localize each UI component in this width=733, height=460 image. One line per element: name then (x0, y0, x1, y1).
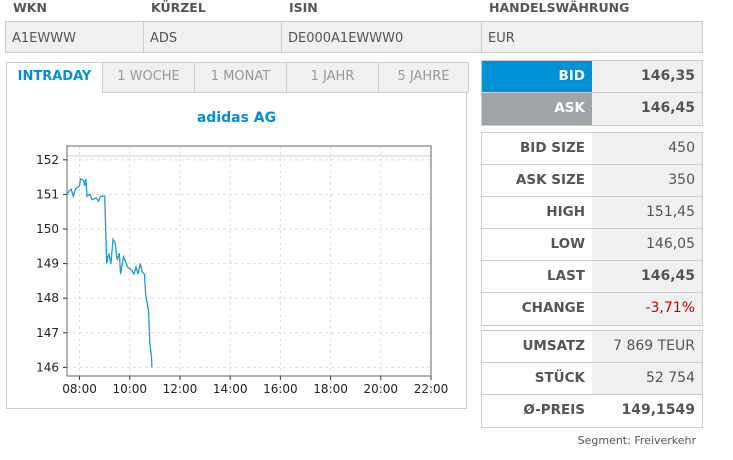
isin-value: DE000A1EWWW0 (282, 22, 482, 52)
y-tick-label: 147 (36, 326, 59, 340)
stat-row: CHANGE -3,71% (482, 293, 702, 325)
stat-row: LOW 146,05 (482, 229, 702, 261)
volume-row: UMSATZ 7 869 TEUR (482, 331, 702, 363)
stat-value: 146,45 (592, 261, 702, 292)
header-kuerzel: KÜRZEL (151, 0, 206, 15)
x-tick-label: 10:00 (112, 382, 147, 396)
segment-note: Segment: Freiverkehr (577, 434, 696, 447)
wkn-value: A1EWWW (6, 22, 144, 52)
stat-row: LAST 146,45 (482, 261, 702, 293)
quote-table: BID 146,35 ASK 146,45 (481, 60, 703, 126)
tab-1-woche[interactable]: 1 WOCHE (103, 62, 195, 93)
volume-label: STÜCK (482, 363, 592, 394)
ask-row: ASK 146,45 (482, 93, 702, 125)
stat-label: CHANGE (482, 293, 592, 325)
volume-row: Ø-PREIS 149,1549 (482, 395, 702, 427)
y-tick-label: 148 (36, 291, 59, 305)
tab-5-jahre[interactable]: 5 JAHRE (379, 62, 469, 93)
plot-frame (66, 145, 432, 377)
bid-label: BID (482, 61, 592, 92)
ask-value: 146,45 (592, 93, 702, 125)
kuerzel-value: ADS (144, 22, 282, 52)
ask-label: ASK (482, 93, 592, 125)
x-tick-label: 22:00 (414, 382, 449, 396)
price-line (66, 177, 153, 368)
currency-value: EUR (488, 31, 515, 46)
stat-value: 350 (592, 165, 702, 196)
x-tick-label: 12:00 (163, 382, 198, 396)
stat-value: 450 (592, 133, 702, 164)
header-isin: ISIN (289, 0, 318, 15)
stat-value: 151,45 (592, 197, 702, 228)
stat-label: LOW (482, 229, 592, 260)
chart-title: adidas AG (196, 110, 277, 126)
y-tick-label: 151 (36, 187, 59, 201)
volume-row: STÜCK 52 754 (482, 363, 702, 395)
y-tick-label: 152 (36, 153, 59, 167)
stat-row: HIGH 151,45 (482, 197, 702, 229)
x-tick-label: 08:00 (62, 382, 97, 396)
stat-label: HIGH (482, 197, 592, 228)
chart-panel: adidas AG (6, 92, 467, 409)
chart-tabs: INTRADAY 1 WOCHE 1 MONAT 1 JAHR 5 JAHRE (6, 62, 469, 93)
stats-table: BID SIZE 450 ASK SIZE 350 HIGH 151,45 LOW 14… (481, 132, 703, 326)
tab-intraday[interactable]: INTRADAY (6, 62, 103, 93)
tab-1-monat[interactable]: 1 MONAT (195, 62, 287, 93)
bid-row: BID 146,35 (482, 61, 702, 93)
stat-label: LAST (482, 261, 592, 292)
y-tick-label: 149 (36, 257, 59, 271)
x-tick-label: 16:00 (263, 382, 298, 396)
stat-row: BID SIZE 450 (482, 133, 702, 165)
tab-1-jahr[interactable]: 1 JAHR (287, 62, 379, 93)
change-value: -3,71% (592, 293, 702, 325)
y-tick-label: 146 (36, 360, 59, 374)
volume-label: Ø-PREIS (482, 395, 592, 427)
volume-value: 7 869 TEUR (592, 331, 702, 362)
volume-table: UMSATZ 7 869 TEUR STÜCK 52 754 Ø-PREIS 149,… (481, 330, 703, 428)
volume-value: 52 754 (592, 363, 702, 394)
bid-value: 146,35 (592, 61, 702, 92)
x-tick-label: 18:00 (313, 382, 348, 396)
stat-row: ASK SIZE 350 (482, 165, 702, 197)
identifier-row: A1EWWW ADS DE000A1EWWW0 EUR (5, 21, 703, 53)
x-tick-label: 14:00 (213, 382, 248, 396)
stat-value: 146,05 (592, 229, 702, 260)
x-tick-label: 20:00 (363, 382, 398, 396)
volume-value: 149,1549 (592, 395, 702, 427)
header-wkn: WKN (13, 0, 47, 15)
y-tick-label: 150 (36, 222, 59, 236)
volume-label: UMSATZ (482, 331, 592, 362)
stat-label: BID SIZE (482, 133, 592, 164)
stat-label: ASK SIZE (482, 165, 592, 196)
header-currency: HANDELSWÄHRUNG (489, 0, 630, 15)
